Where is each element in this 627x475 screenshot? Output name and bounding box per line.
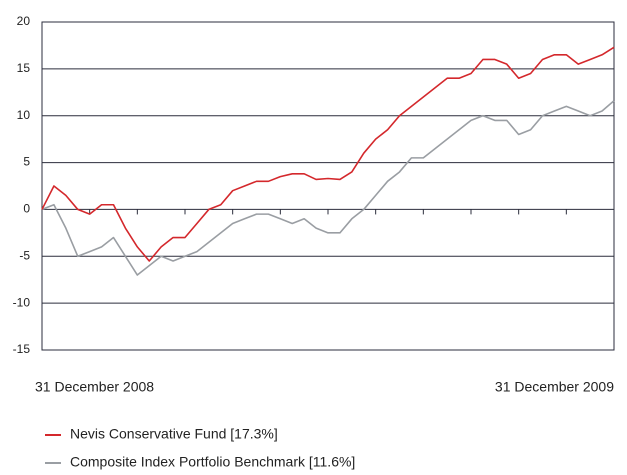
x-tick-label: 31 December 2009	[495, 379, 614, 395]
y-tick-label: 20	[17, 14, 31, 28]
plot-frame	[41, 21, 615, 351]
legend-label: Nevis Conservative Fund [17.3%]	[70, 426, 278, 442]
y-tick-label: 5	[23, 155, 30, 169]
y-tick-label: 0	[23, 202, 30, 216]
y-tick-label: -5	[19, 248, 30, 262]
legend-label: Composite Index Portfolio Benchmark [11.…	[70, 454, 355, 470]
y-tick-label: 10	[17, 108, 31, 122]
y-tick-label: 15	[17, 61, 31, 75]
y-tick-label: -15	[13, 342, 31, 356]
x-tick-label: 31 December 2008	[35, 379, 154, 395]
series-line	[41, 46, 615, 262]
series-line	[41, 100, 615, 276]
y-tick-label: -10	[13, 295, 31, 309]
